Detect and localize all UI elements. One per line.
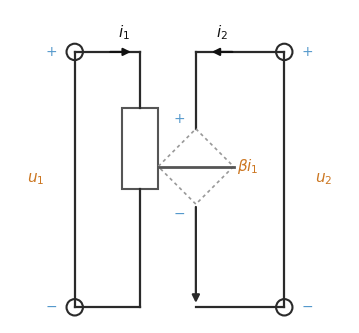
Text: $i_2$: $i_2$ xyxy=(216,23,228,42)
Text: +: + xyxy=(46,45,57,59)
Text: $u_2$: $u_2$ xyxy=(315,172,332,187)
Text: $\beta i_1$: $\beta i_1$ xyxy=(237,157,258,176)
Text: +: + xyxy=(174,112,185,126)
Text: $i_1$: $i_1$ xyxy=(118,23,130,42)
Text: +: + xyxy=(302,45,313,59)
Text: −: − xyxy=(46,300,57,314)
Text: −: − xyxy=(174,207,185,221)
FancyBboxPatch shape xyxy=(122,108,158,189)
Text: −: − xyxy=(302,300,313,314)
Text: $u_1$: $u_1$ xyxy=(27,172,44,187)
